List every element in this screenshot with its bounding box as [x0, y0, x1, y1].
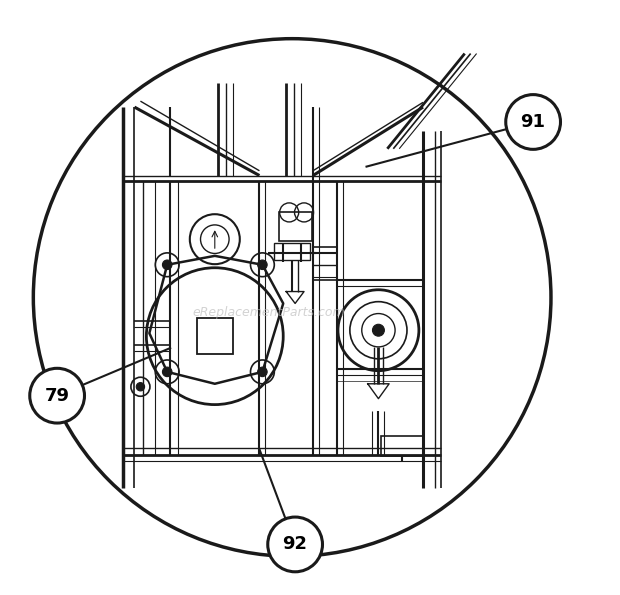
Text: 92: 92 — [283, 536, 308, 553]
Circle shape — [268, 517, 322, 572]
Circle shape — [162, 367, 172, 377]
Bar — [279, 212, 312, 241]
Circle shape — [258, 260, 267, 270]
Circle shape — [258, 367, 267, 377]
Bar — [313, 247, 337, 280]
Bar — [274, 243, 310, 260]
Circle shape — [506, 95, 560, 149]
Circle shape — [373, 324, 384, 336]
Text: 91: 91 — [521, 113, 546, 131]
Bar — [381, 436, 423, 456]
Circle shape — [30, 368, 84, 423]
Circle shape — [136, 383, 144, 391]
Text: eReplacementParts.com: eReplacementParts.com — [192, 306, 345, 319]
Text: 79: 79 — [45, 387, 69, 405]
Circle shape — [162, 260, 172, 270]
Bar — [197, 318, 232, 354]
